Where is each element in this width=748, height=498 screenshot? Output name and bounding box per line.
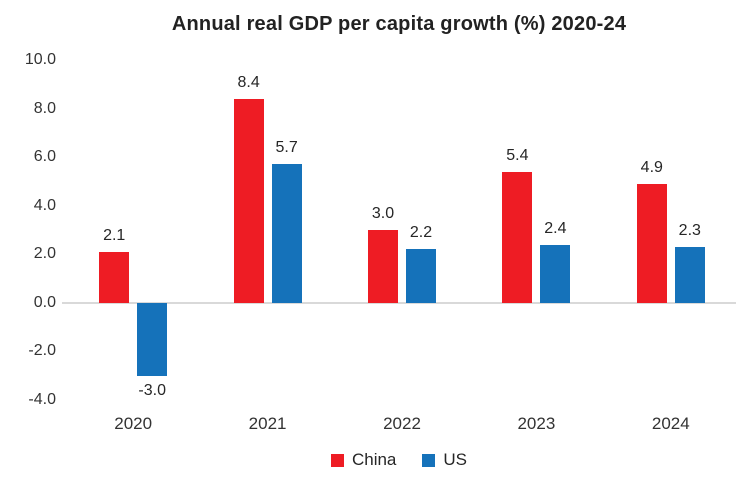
y-tick-label: -4.0 [28,391,56,408]
bar-china-2022 [368,230,398,303]
bar-china-2021 [233,98,264,303]
value-label-us-2021: 5.7 [275,139,298,157]
bar-china-2020 [99,251,130,303]
legend-swatch-us [422,453,436,467]
y-tick-label: 0.0 [33,293,56,311]
y-tick-label: 8.0 [33,99,56,117]
value-label-us-2024: 2.3 [678,222,701,239]
y-tick-label: 4.0 [33,196,56,214]
chart-title: Annual real GDP per capita growth (%) 20… [171,13,627,35]
legend-item-us: US [422,450,467,470]
x-tick-label-2021: 2021 [248,414,287,433]
y-tick-label: -2.0 [28,342,56,360]
x-tick-label-2022: 2022 [383,414,421,433]
y-tick-label: 10.0 [24,51,56,68]
value-label-us-2022: 2.2 [409,224,433,242]
bar-us-2020 [137,302,168,376]
bar-us-2021 [271,164,302,303]
value-label-china-2021: 8.4 [237,73,260,91]
x-tick-label-2020: 2020 [114,414,153,433]
bar-china-2024 [636,183,667,303]
x-tick-label-2023: 2023 [517,414,556,433]
legend-label-china: China [351,450,397,469]
legend-swatch-china [330,453,344,467]
value-label-china-2022: 3.0 [371,205,395,222]
x-tick-label-2024: 2024 [651,414,690,433]
value-label-china-2023: 5.4 [506,146,529,164]
bar-us-2024 [674,247,705,303]
bar-china-2023 [502,171,533,303]
legend: China US [63,449,735,471]
value-label-china-2024: 4.9 [640,158,663,176]
bar-us-2022 [406,249,436,303]
bar-us-2023 [540,244,571,303]
y-tick-label: 2.0 [33,245,56,263]
zero-gridline [62,301,736,304]
y-tick-label: 6.0 [33,148,56,166]
legend-item-china: China [330,450,397,470]
value-label-us-2023: 2.4 [544,219,567,237]
legend-label-us: US [443,450,468,469]
value-label-china-2020: 2.1 [103,226,126,244]
value-label-us-2020: -3.0 [138,381,166,399]
